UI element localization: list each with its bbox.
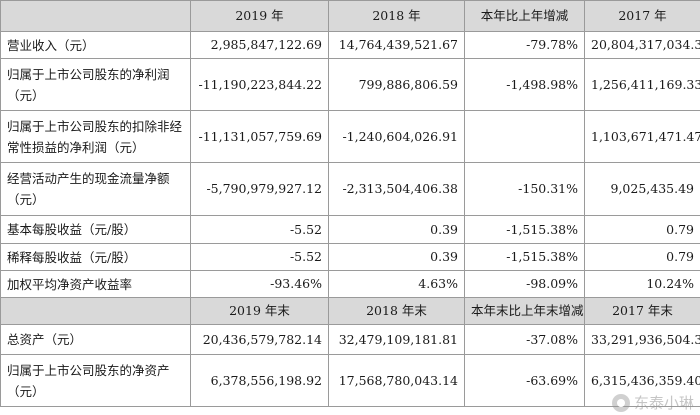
value-change: -150.31% <box>464 162 585 216</box>
watermark-text: 东泰小琳 <box>633 394 694 412</box>
value-change: -63.69% <box>464 354 585 407</box>
value-2017: 9,025,435.49 <box>584 162 700 216</box>
header-cell: 2019 年末 <box>190 297 329 325</box>
value-2019: 6,378,556,198.92 <box>190 354 329 407</box>
row-label: 营业收入（元） <box>0 31 191 59</box>
header-cell <box>0 0 191 32</box>
table-header-row: 2019 年 2018 年 本年比上年增减 2017 年 <box>0 0 700 32</box>
value-2018: 17,568,780,043.14 <box>328 354 465 407</box>
value-2017: 10.24% <box>584 270 700 298</box>
watermark-logo-icon <box>611 393 630 412</box>
value-2018: -2,313,504,406.38 <box>328 162 465 216</box>
value-2017: 1,103,671,471.47 <box>584 110 700 163</box>
row-label: 归属于上市公司股东的净资产（元） <box>0 354 191 407</box>
watermark: 东泰小琳 <box>611 392 694 413</box>
value-2019: -5.52 <box>190 243 329 271</box>
value-2018: 799,886,806.59 <box>328 58 465 111</box>
value-2018: 4.63% <box>328 270 465 298</box>
header-cell: 本年比上年增减 <box>464 0 585 32</box>
value-change: -98.09% <box>464 270 585 298</box>
value-2018: 32,479,109,181.81 <box>328 324 465 355</box>
row-label: 经营活动产生的现金流量净额（元） <box>0 162 191 216</box>
value-2017: 20,804,317,034.39 <box>584 31 700 59</box>
value-2019: 20,436,579,782.14 <box>190 324 329 355</box>
table-row: 稀释每股收益（元/股） -5.52 0.39 -1,515.38% 0.79 <box>0 243 700 271</box>
row-label: 稀释每股收益（元/股） <box>0 243 191 271</box>
table-row: 加权平均净资产收益率 -93.46% 4.63% -98.09% 10.24% <box>0 270 700 298</box>
table-row: 经营活动产生的现金流量净额（元） -5,790,979,927.12 -2,31… <box>0 162 700 216</box>
row-label: 基本每股收益（元/股） <box>0 215 191 244</box>
row-label: 总资产（元） <box>0 324 191 355</box>
value-2019: -93.46% <box>190 270 329 298</box>
value-2017: 0.79 <box>584 215 700 244</box>
table-row: 基本每股收益（元/股） -5.52 0.39 -1,515.38% 0.79 <box>0 215 700 244</box>
value-change: -37.08% <box>464 324 585 355</box>
value-2018: -1,240,604,026.91 <box>328 110 465 163</box>
row-label: 加权平均净资产收益率 <box>0 270 191 298</box>
table-row: 归属于上市公司股东的扣除非经常性损益的净利润（元） -11,131,057,75… <box>0 110 700 163</box>
value-2019: -5.52 <box>190 215 329 244</box>
value-2017: 6,315,436,359.40 <box>584 354 700 407</box>
table-header-row: 2019 年末 2018 年末 本年末比上年末增减 2017 年末 <box>0 297 700 325</box>
value-2017: 1,256,411,169.33 <box>584 58 700 111</box>
value-change: -1,498.98% <box>464 58 585 111</box>
row-label: 归属于上市公司股东的净利润（元） <box>0 58 191 111</box>
value-2018: 0.39 <box>328 215 465 244</box>
header-cell: 2017 年 <box>584 0 700 32</box>
value-2019: -11,190,223,844.22 <box>190 58 329 111</box>
value-change: -1,515.38% <box>464 243 585 271</box>
value-2018: 14,764,439,521.67 <box>328 31 465 59</box>
table-row: 总资产（元） 20,436,579,782.14 32,479,109,181.… <box>0 324 700 355</box>
value-2019: -5,790,979,927.12 <box>190 162 329 216</box>
value-2017: 0.79 <box>584 243 700 271</box>
header-cell: 2017 年末 <box>584 297 700 325</box>
table-row: 归属于上市公司股东的净资产（元） 6,378,556,198.92 17,568… <box>0 354 700 407</box>
value-2019: -11,131,057,759.69 <box>190 110 329 163</box>
value-change: -79.78% <box>464 31 585 59</box>
header-cell: 2018 年末 <box>328 297 465 325</box>
header-cell <box>0 297 191 325</box>
value-change <box>464 110 585 163</box>
value-change: -1,515.38% <box>464 215 585 244</box>
value-2018: 0.39 <box>328 243 465 271</box>
value-2019: 2,985,847,122.69 <box>190 31 329 59</box>
header-cell: 2018 年 <box>328 0 465 32</box>
table-row: 归属于上市公司股东的净利润（元） -11,190,223,844.22 799,… <box>0 58 700 111</box>
header-cell: 2019 年 <box>190 0 329 32</box>
header-cell: 本年末比上年末增减 <box>464 297 585 325</box>
value-2017: 33,291,936,504.34 <box>584 324 700 355</box>
row-label: 归属于上市公司股东的扣除非经常性损益的净利润（元） <box>0 110 191 163</box>
table-row: 营业收入（元） 2,985,847,122.69 14,764,439,521.… <box>0 31 700 59</box>
